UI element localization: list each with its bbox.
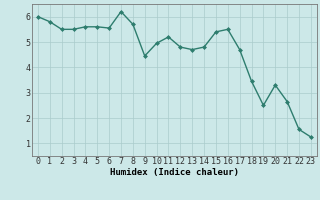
X-axis label: Humidex (Indice chaleur): Humidex (Indice chaleur) (110, 168, 239, 177)
